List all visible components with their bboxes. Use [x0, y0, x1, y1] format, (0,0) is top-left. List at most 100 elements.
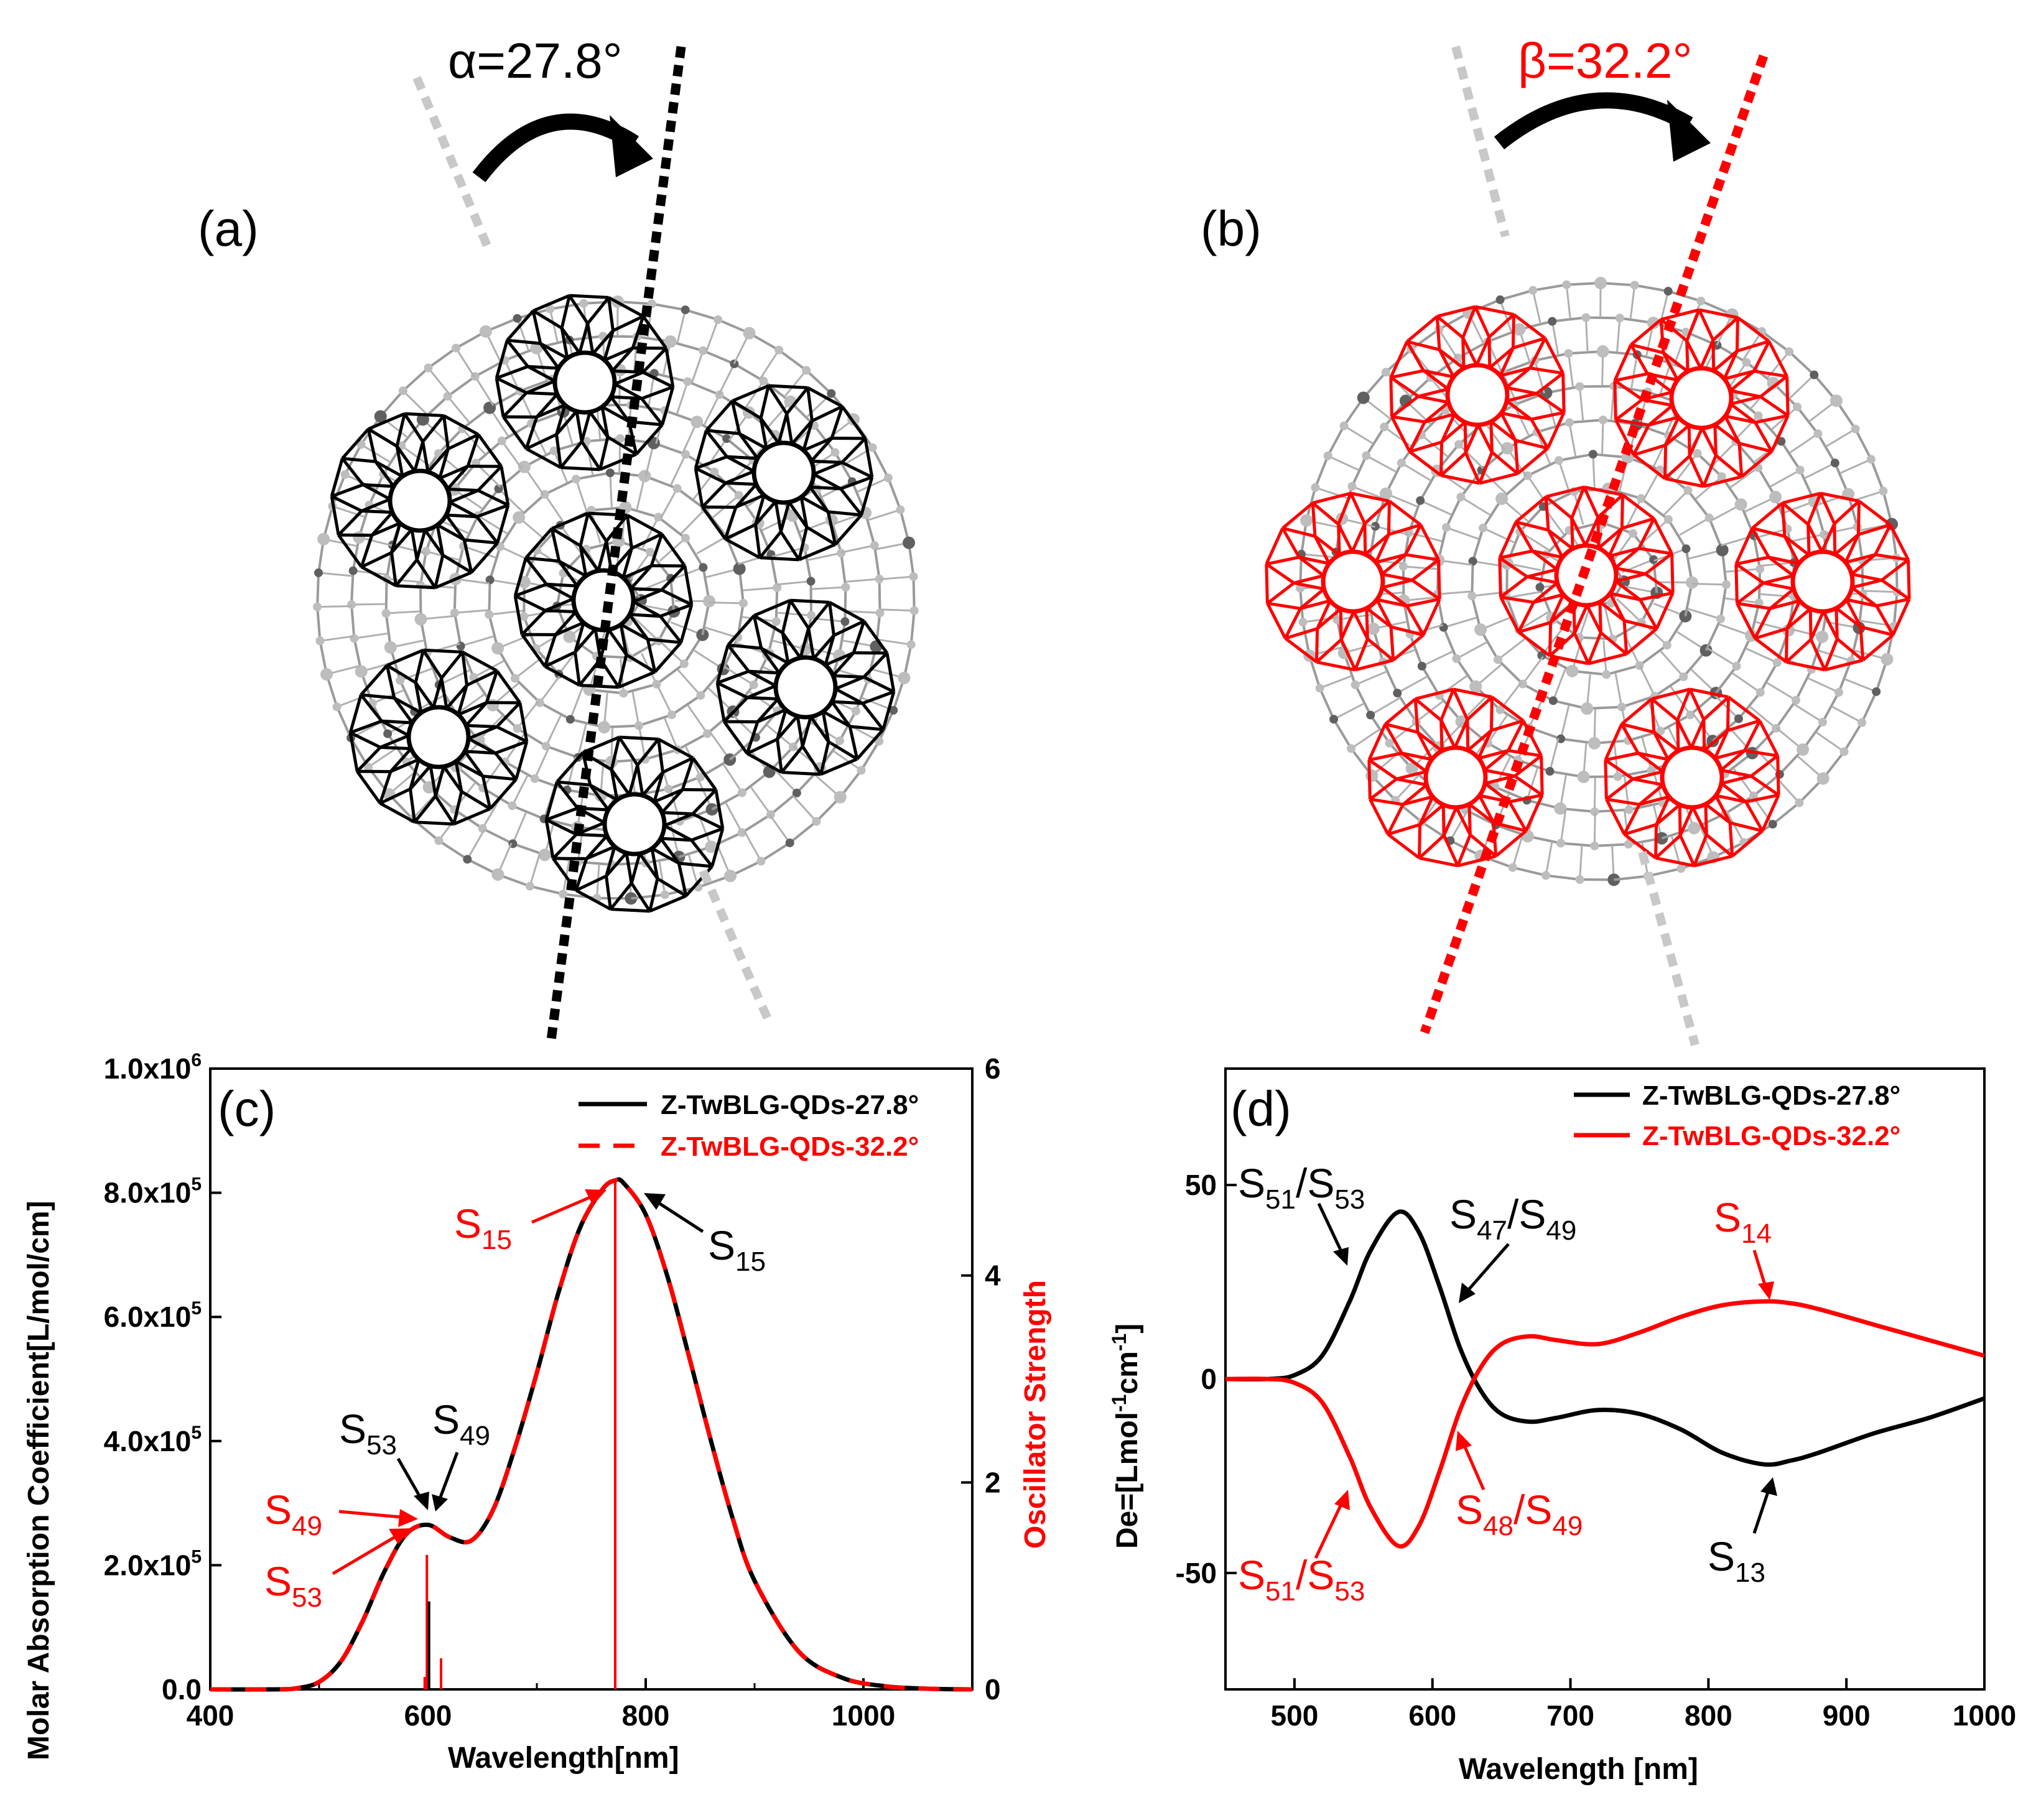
lattice-bond — [529, 853, 541, 887]
lattice-bond — [459, 645, 475, 678]
lattice-bond — [777, 611, 812, 616]
lattice-bond — [1629, 801, 1663, 811]
lattice-atom — [1769, 491, 1782, 504]
cage-bond — [1624, 823, 1657, 836]
cage-bond — [1281, 501, 1314, 530]
cage-bond — [1698, 309, 1715, 341]
arrowhead-s49-red — [398, 1509, 418, 1527]
cage-bond — [1781, 501, 1810, 526]
cage-bond — [370, 511, 394, 537]
lattice-bond — [1584, 317, 1589, 352]
cage-bond — [760, 556, 799, 562]
lattice-bond — [1332, 718, 1352, 750]
d-ann6-sub: 13 — [1735, 1558, 1765, 1588]
cage-bond — [1531, 411, 1564, 421]
lattice-atom — [1820, 530, 1829, 539]
cage-bond — [1284, 637, 1318, 664]
cage-bond — [832, 651, 855, 677]
cage-bond — [706, 429, 740, 435]
cage-bond — [1506, 392, 1537, 402]
cage-bond — [1452, 689, 1469, 720]
cage-bond — [1530, 418, 1550, 450]
cage-bond — [610, 396, 631, 423]
cage-bond — [1833, 499, 1861, 525]
cage-bond — [1726, 697, 1730, 731]
lattice-bond — [488, 546, 501, 580]
lattice-atom — [681, 534, 690, 543]
cage-bond — [1759, 395, 1789, 417]
lattice-bond — [680, 508, 706, 534]
cage-bond — [555, 404, 567, 435]
lattice-bond — [1497, 659, 1524, 685]
lattice-atom — [1734, 498, 1747, 511]
lattice-bond — [438, 839, 468, 861]
y-tick-mantissa-c: 0.0 — [162, 1673, 202, 1706]
lattice-bond — [1301, 553, 1336, 559]
svg-text:S15: S15 — [454, 1200, 512, 1255]
cage-bond — [350, 719, 383, 735]
lattice-atom — [563, 630, 576, 643]
cage-bond — [679, 604, 694, 643]
lattice-bond — [1616, 318, 1621, 353]
cage-bond — [1517, 631, 1551, 657]
lattice-bond — [1420, 499, 1452, 516]
cage-bond — [1499, 596, 1520, 633]
cage-bond — [841, 461, 873, 479]
cage-bond — [1660, 308, 1700, 322]
cage-bond — [1414, 697, 1443, 722]
cage-bond — [641, 347, 667, 374]
cage-bond — [574, 652, 582, 686]
cage-bond — [1638, 783, 1665, 806]
lattice-bond — [1593, 777, 1596, 812]
cage-bond — [560, 295, 571, 329]
cage-bond — [1727, 719, 1760, 732]
lattice-atom — [519, 612, 529, 621]
cage-bond — [1584, 516, 1600, 547]
cage-bond — [1652, 518, 1673, 555]
cage-bond — [1834, 608, 1839, 639]
cage-bond — [556, 781, 579, 809]
lattice-bond — [1383, 426, 1413, 448]
lattice-bond — [1772, 802, 1800, 825]
lattice-atom — [634, 721, 643, 730]
lattice-atom — [1454, 440, 1464, 449]
cage-bond — [467, 737, 496, 754]
cage-bond — [1461, 337, 1466, 369]
cage-bond — [360, 565, 397, 587]
lattice-atom — [1834, 688, 1843, 697]
cage-bond — [1436, 315, 1464, 339]
lattice-bond — [1861, 691, 1877, 723]
lattice-bond — [1843, 722, 1863, 753]
cage-bond — [1851, 578, 1882, 589]
lattice-atom — [508, 801, 517, 810]
cage-bond — [1474, 306, 1491, 338]
y2-tick-label-c: 6 — [985, 1052, 1001, 1085]
cage-bond — [360, 534, 374, 568]
lattice-atom — [1777, 437, 1786, 446]
lattice-bond — [1818, 649, 1851, 662]
cage-bond — [477, 489, 509, 507]
lattice-bond — [840, 552, 847, 588]
lattice-bond — [462, 428, 486, 455]
lattice-atom — [1528, 286, 1538, 295]
lattice-bond — [504, 360, 521, 392]
cage-bond — [1622, 804, 1641, 835]
cage-bond — [1461, 337, 1479, 366]
cage-bond — [1315, 638, 1342, 664]
cage-bond — [421, 414, 445, 443]
lattice-bond — [1714, 665, 1738, 694]
lattice-bond — [1560, 809, 1567, 843]
lattice-bond — [1410, 328, 1440, 351]
series-line-red-c — [210, 1177, 973, 1692]
lattice-atom — [690, 416, 704, 429]
lattice-bond — [855, 679, 870, 712]
lattice-atom — [734, 491, 743, 500]
cage-bond — [495, 670, 521, 704]
y-axis-label-c: Molar Absorption Coefficient[L/mol/cm] — [22, 1200, 55, 1760]
cage-bond — [1836, 638, 1864, 662]
cage-bond — [811, 405, 844, 422]
cage-bond — [574, 628, 597, 654]
cage-bond — [588, 784, 610, 811]
cage-bond — [1405, 553, 1439, 562]
cage-bond — [465, 750, 496, 755]
